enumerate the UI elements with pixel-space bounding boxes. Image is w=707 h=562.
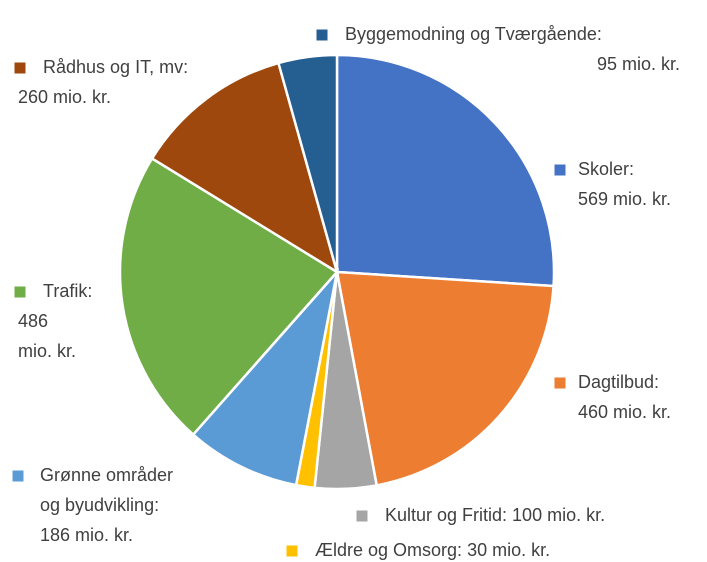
legend-swatch: [12, 470, 24, 482]
value-label: 30 mio. kr.: [467, 540, 550, 560]
legend-swatch: [286, 545, 298, 557]
pie-slice: [118, 156, 339, 437]
slice-label: Kultur og Fritid:: [385, 505, 507, 525]
value-label: 95 mio. kr.: [597, 54, 680, 74]
slice-label: Ældre og Omsorg:: [315, 540, 462, 560]
pie-slice: [335, 53, 556, 288]
pie-slice: [335, 270, 555, 487]
pie-slice: [150, 61, 340, 275]
value-label: 260 mio. kr.: [18, 87, 111, 107]
slice-label: Skoler:: [578, 159, 634, 179]
slice-label: Grønne områder og byudvikling:: [40, 465, 178, 515]
value-label: 460 mio. kr.: [578, 402, 671, 422]
label-line: mio. kr.: [18, 341, 76, 361]
value-label: 186 mio. kr.: [40, 525, 133, 545]
pie-slice: [276, 53, 339, 273]
legend-swatch: [554, 164, 566, 176]
value-label: 569 mio. kr.: [578, 189, 671, 209]
value-label: 100 mio. kr.: [512, 505, 605, 525]
slice-label: Byggemodning og Tværgående:: [345, 24, 602, 44]
slice-label: Rådhus og IT, mv:: [43, 57, 188, 77]
legend-swatch: [14, 286, 26, 298]
label-line: og byudvikling:: [40, 495, 159, 515]
slice-label: Trafik:: [43, 281, 92, 301]
pie-slice: [191, 267, 340, 487]
value-label: 486 mio. kr.: [18, 311, 76, 361]
legend-swatch: [316, 29, 328, 41]
slice-label: Dagtilbud:: [578, 372, 659, 392]
legend-swatch: [356, 510, 368, 522]
label-line: Grønne områder: [40, 465, 178, 485]
legend-swatch: [14, 62, 26, 74]
legend-swatch: [554, 377, 566, 389]
label-line: 486: [18, 311, 53, 331]
